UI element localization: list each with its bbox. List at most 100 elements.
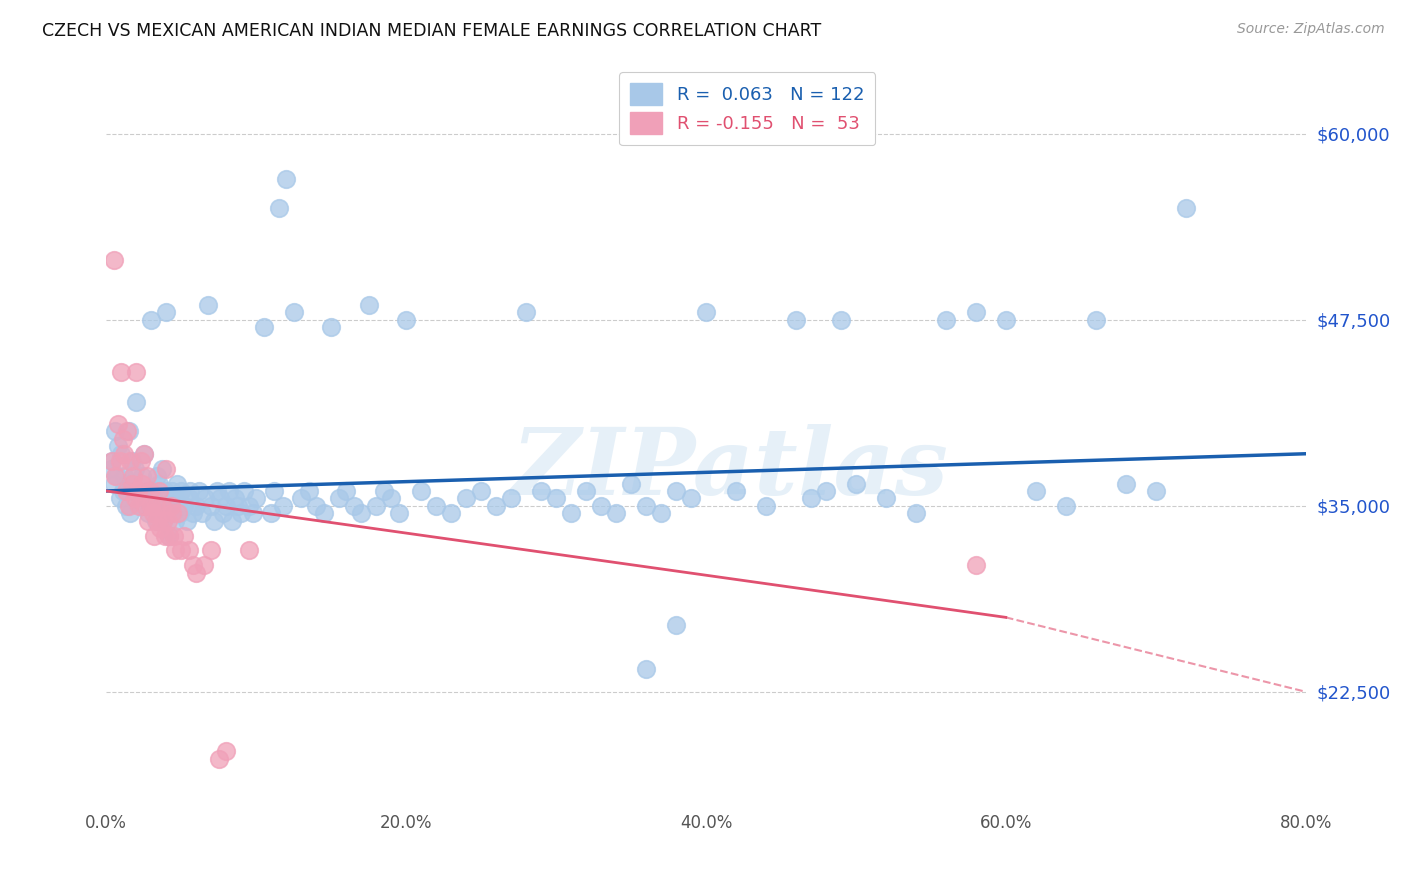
- Point: [1144, 483, 1167, 498]
- Point: [785, 313, 807, 327]
- Point: [148, 483, 170, 498]
- Point: [142, 483, 165, 498]
- Point: [218, 483, 240, 498]
- Point: [197, 298, 219, 312]
- Point: [122, 469, 145, 483]
- Point: [177, 543, 200, 558]
- Point: [485, 499, 508, 513]
- Point: [357, 298, 380, 312]
- Point: [188, 483, 211, 498]
- Point: [114, 483, 136, 498]
- Point: [233, 483, 256, 498]
- Point: [380, 491, 402, 506]
- Point: [176, 514, 198, 528]
- Point: [271, 499, 294, 513]
- Point: [181, 558, 204, 573]
- Point: [620, 476, 643, 491]
- Point: [101, 454, 124, 468]
- Point: [755, 499, 778, 513]
- Point: [904, 506, 927, 520]
- Point: [118, 499, 141, 513]
- Point: [231, 506, 253, 520]
- Point: [114, 499, 136, 513]
- Point: [107, 417, 129, 431]
- Point: [127, 483, 149, 498]
- Point: [124, 461, 146, 475]
- Point: [283, 305, 305, 319]
- Point: [105, 469, 128, 483]
- Point: [238, 543, 260, 558]
- Point: [156, 499, 179, 513]
- Point: [104, 469, 127, 483]
- Legend: R =  0.063   N = 122, R = -0.155   N =  53: R = 0.063 N = 122, R = -0.155 N = 53: [619, 72, 875, 145]
- Point: [177, 491, 200, 506]
- Point: [146, 469, 169, 483]
- Point: [136, 506, 159, 520]
- Point: [387, 506, 409, 520]
- Point: [165, 514, 187, 528]
- Point: [454, 491, 477, 506]
- Point: [129, 454, 152, 468]
- Point: [605, 506, 627, 520]
- Point: [1174, 202, 1197, 216]
- Point: [142, 506, 165, 520]
- Point: [679, 491, 702, 506]
- Point: [141, 313, 163, 327]
- Point: [150, 461, 173, 475]
- Point: [120, 506, 142, 520]
- Point: [186, 566, 208, 580]
- Point: [965, 558, 987, 573]
- Point: [395, 313, 418, 327]
- Point: [141, 499, 163, 513]
- Point: [589, 499, 612, 513]
- Point: [136, 514, 159, 528]
- Point: [153, 528, 176, 542]
- Point: [290, 491, 312, 506]
- Point: [226, 499, 249, 513]
- Point: [100, 461, 122, 475]
- Point: [665, 483, 688, 498]
- Point: [107, 439, 129, 453]
- Point: [121, 454, 143, 468]
- Point: [159, 499, 181, 513]
- Point: [328, 491, 350, 506]
- Text: CZECH VS MEXICAN AMERICAN INDIAN MEDIAN FEMALE EARNINGS CORRELATION CHART: CZECH VS MEXICAN AMERICAN INDIAN MEDIAN …: [42, 22, 821, 40]
- Point: [814, 483, 837, 498]
- Point: [200, 543, 222, 558]
- Point: [267, 202, 290, 216]
- Point: [103, 253, 125, 268]
- Text: ZIPatlas: ZIPatlas: [512, 424, 949, 514]
- Point: [350, 506, 373, 520]
- Point: [152, 514, 174, 528]
- Point: [650, 506, 672, 520]
- Point: [242, 506, 264, 520]
- Point: [122, 483, 145, 498]
- Point: [146, 514, 169, 528]
- Point: [425, 499, 447, 513]
- Point: [149, 521, 172, 535]
- Point: [1115, 476, 1137, 491]
- Point: [194, 491, 217, 506]
- Point: [143, 528, 166, 542]
- Point: [212, 506, 235, 520]
- Point: [157, 528, 180, 542]
- Point: [108, 454, 131, 468]
- Point: [112, 447, 135, 461]
- Point: [110, 447, 132, 461]
- Point: [515, 305, 537, 319]
- Point: [238, 499, 260, 513]
- Point: [163, 528, 186, 542]
- Point: [145, 499, 167, 513]
- Point: [120, 454, 142, 468]
- Point: [111, 483, 134, 498]
- Point: [167, 499, 190, 513]
- Point: [1084, 313, 1107, 327]
- Point: [364, 499, 387, 513]
- Point: [875, 491, 897, 506]
- Point: [132, 447, 155, 461]
- Point: [115, 425, 138, 439]
- Point: [173, 499, 195, 513]
- Point: [695, 305, 717, 319]
- Point: [125, 365, 148, 379]
- Point: [155, 461, 177, 475]
